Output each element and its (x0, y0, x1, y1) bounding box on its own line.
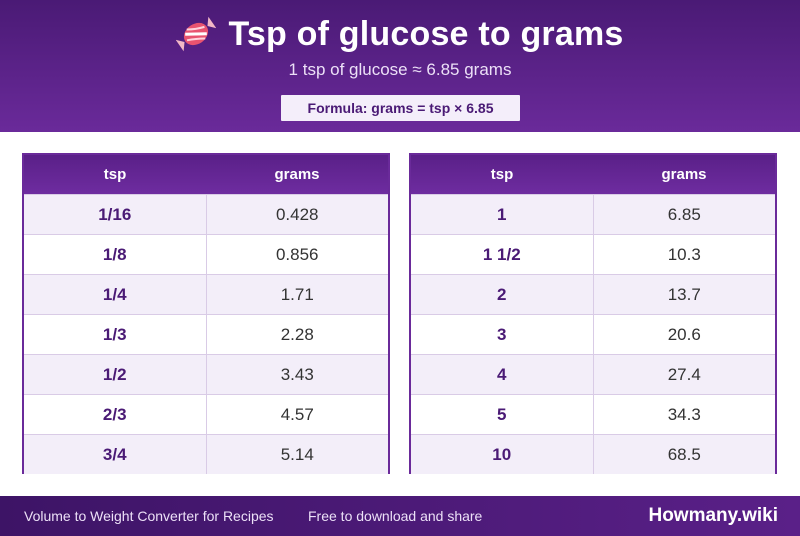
grams-cell: 4.57 (280, 404, 314, 424)
page-subtitle: 1 tsp of glucose ≈ 6.85 grams (288, 60, 512, 79)
candy-icon (176, 16, 217, 52)
tsp-cell: 1/8 (24, 235, 207, 274)
column-header-grams: grams (274, 166, 320, 183)
table-row: 1/8 0.856 (24, 234, 388, 274)
tsp-cell: 1 (411, 195, 594, 234)
grams-cell: 0.856 (275, 244, 319, 264)
table-row: 1/2 3.43 (24, 354, 388, 394)
table-header: tsp grams (24, 155, 388, 194)
tsp-cell: 1/3 (24, 315, 207, 354)
tsp-cell: 3/4 (24, 435, 207, 474)
tsp-cell: 5 (411, 395, 594, 434)
tsp-cell: 3 (411, 315, 594, 354)
footer-share-note: Free to download and share (308, 508, 483, 524)
tsp-cell: 1/4 (24, 275, 207, 314)
title-row: Tsp of glucose to grams (0, 12, 800, 56)
table-row: 1/4 1.71 (24, 274, 388, 314)
table-body: 1/16 0.428 1/8 0.856 1/4 1.71 1/3 2.28 1/2 3.… (24, 194, 388, 474)
grams-cell: 5.14 (280, 444, 314, 464)
tsp-cell: 4 (411, 355, 594, 394)
table-header: tsp grams (411, 155, 775, 194)
table-row: 1 1/2 10.3 (411, 234, 775, 274)
column-header-tsp: tsp (103, 166, 127, 183)
grams-cell: 1.71 (280, 284, 314, 304)
table-row: 1/16 0.428 (24, 194, 388, 234)
grams-cell: 13.7 (667, 284, 701, 304)
tsp-cell: 2/3 (24, 395, 207, 434)
page-title: Tsp of glucose to grams (228, 14, 624, 53)
grams-cell: 10.3 (667, 244, 701, 264)
grams-cell: 27.4 (667, 364, 701, 384)
table-row: 3 20.6 (411, 314, 775, 354)
tsp-cell: 2 (411, 275, 594, 314)
grams-cell: 0.428 (275, 204, 319, 224)
table-row: 1 6.85 (411, 194, 775, 234)
table-body: 1 6.85 1 1/2 10.3 2 13.7 3 20.6 4 27.4 5 34.3 … (411, 194, 775, 474)
table-row: 10 68.5 (411, 434, 775, 474)
footer-tagline: Volume to Weight Converter for Recipes (24, 508, 274, 524)
grams-cell: 68.5 (667, 444, 701, 464)
grams-cell: 34.3 (667, 404, 701, 424)
table-row: 3/4 5.14 (24, 434, 388, 474)
tsp-cell: 1/16 (24, 195, 207, 234)
brand-link[interactable]: Howmany.wiki (648, 505, 778, 526)
column-header-tsp: tsp (490, 166, 514, 183)
conversion-table-left: tsp grams 1/16 0.428 1/8 0.856 1/4 1.71 1/3… (22, 153, 390, 474)
grams-cell: 3.43 (280, 364, 314, 384)
tsp-cell: 1/2 (24, 355, 207, 394)
footer: Volume to Weight Converter for Recipes F… (0, 496, 800, 536)
table-row: 2 13.7 (411, 274, 775, 314)
formula-badge: Formula: grams = tsp × 6.85 (281, 95, 520, 121)
column-header-grams: grams (661, 166, 707, 183)
header: Tsp of glucose to grams 1 tsp of glucose… (0, 0, 800, 132)
table-row: 2/3 4.57 (24, 394, 388, 434)
table-row: 4 27.4 (411, 354, 775, 394)
grams-cell: 6.85 (667, 204, 701, 224)
grams-cell: 2.28 (280, 324, 314, 344)
table-row: 5 34.3 (411, 394, 775, 434)
tsp-cell: 1 1/2 (411, 235, 594, 274)
tsp-cell: 10 (411, 435, 594, 474)
table-row: 1/3 2.28 (24, 314, 388, 354)
grams-cell: 20.6 (667, 324, 701, 344)
